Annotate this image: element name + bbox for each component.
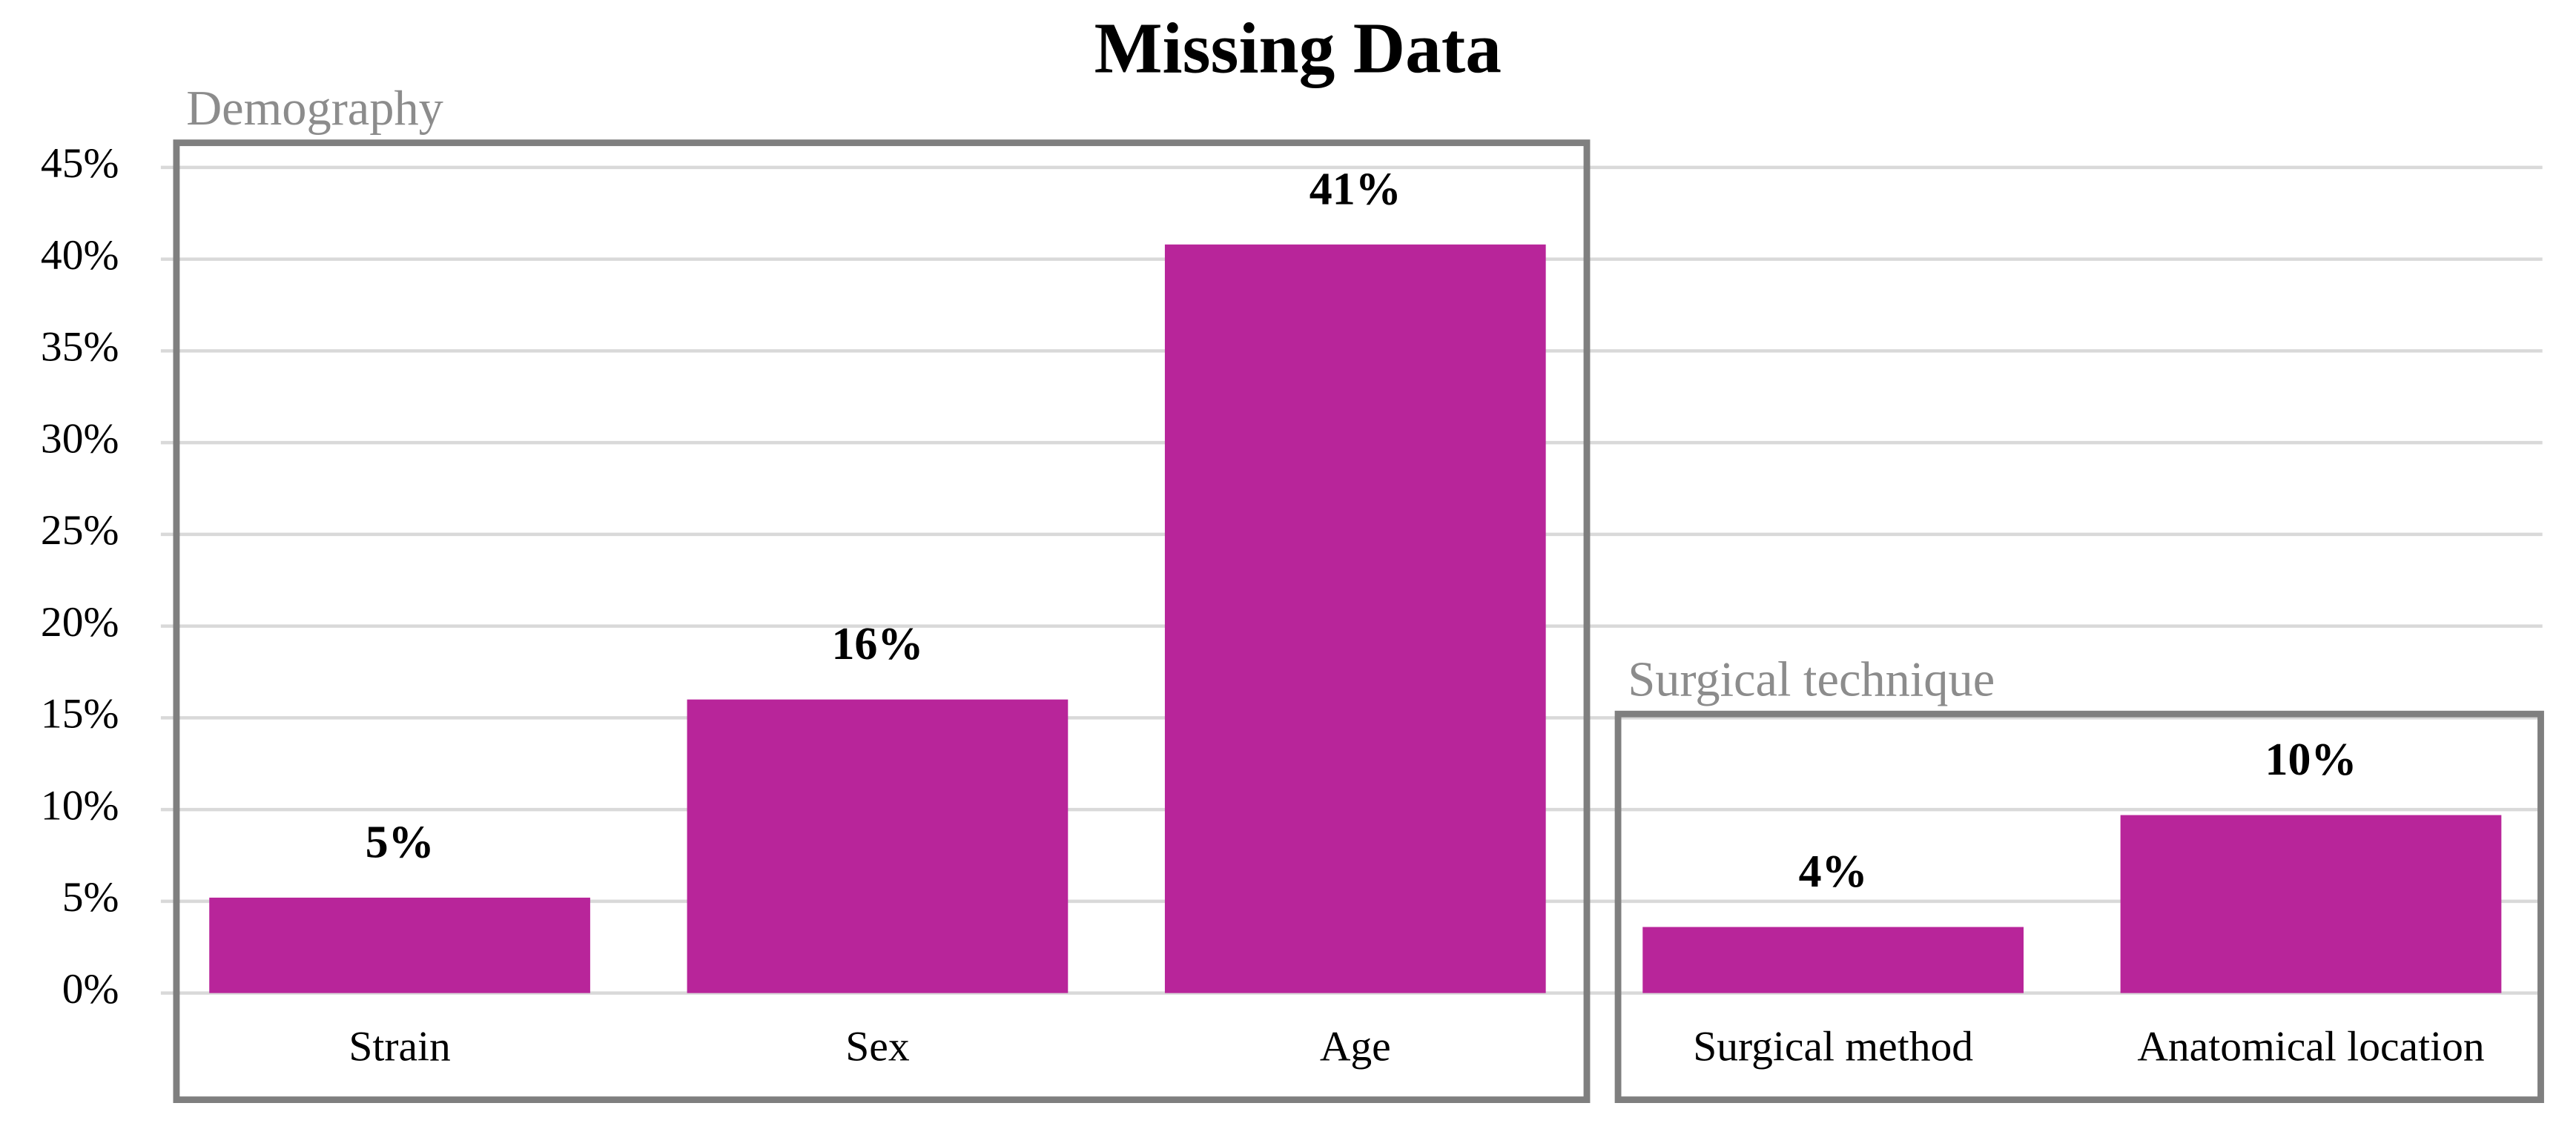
x-tick-label: Strain bbox=[349, 1023, 451, 1070]
value-label: 41% bbox=[1310, 164, 1401, 214]
value-label: 10% bbox=[2265, 735, 2357, 785]
group-box bbox=[1614, 710, 2544, 1103]
x-tick-label: Surgical method bbox=[1693, 1023, 1973, 1070]
y-tick-label: 45% bbox=[41, 140, 119, 187]
group-label: Surgical technique bbox=[1628, 653, 1995, 707]
bar bbox=[2120, 815, 2502, 993]
chart-title: Missing Data bbox=[1094, 9, 1502, 89]
x-tick-label: Age bbox=[1320, 1023, 1391, 1070]
y-tick-label: 10% bbox=[41, 782, 119, 829]
bar bbox=[209, 897, 590, 993]
value-label: 5% bbox=[366, 818, 435, 868]
value-label: 16% bbox=[831, 619, 923, 669]
x-tick-label: Anatomical location bbox=[2137, 1023, 2484, 1070]
y-tick-label: 20% bbox=[41, 599, 119, 646]
x-tick-label: Sex bbox=[845, 1023, 910, 1070]
y-tick-label: 25% bbox=[41, 507, 119, 554]
bar bbox=[687, 699, 1069, 993]
bar bbox=[1642, 927, 2024, 993]
value-label: 4% bbox=[1799, 847, 1868, 897]
y-tick-label: 30% bbox=[41, 415, 119, 462]
bar bbox=[1164, 244, 1546, 993]
y-tick-label: 15% bbox=[41, 691, 119, 738]
y-tick-label: 0% bbox=[62, 966, 119, 1013]
y-tick-label: 40% bbox=[41, 232, 119, 279]
group-label: Demography bbox=[186, 82, 443, 136]
y-tick-label: 35% bbox=[41, 324, 119, 371]
y-tick-label: 5% bbox=[62, 874, 119, 921]
group-box bbox=[173, 139, 1591, 1103]
